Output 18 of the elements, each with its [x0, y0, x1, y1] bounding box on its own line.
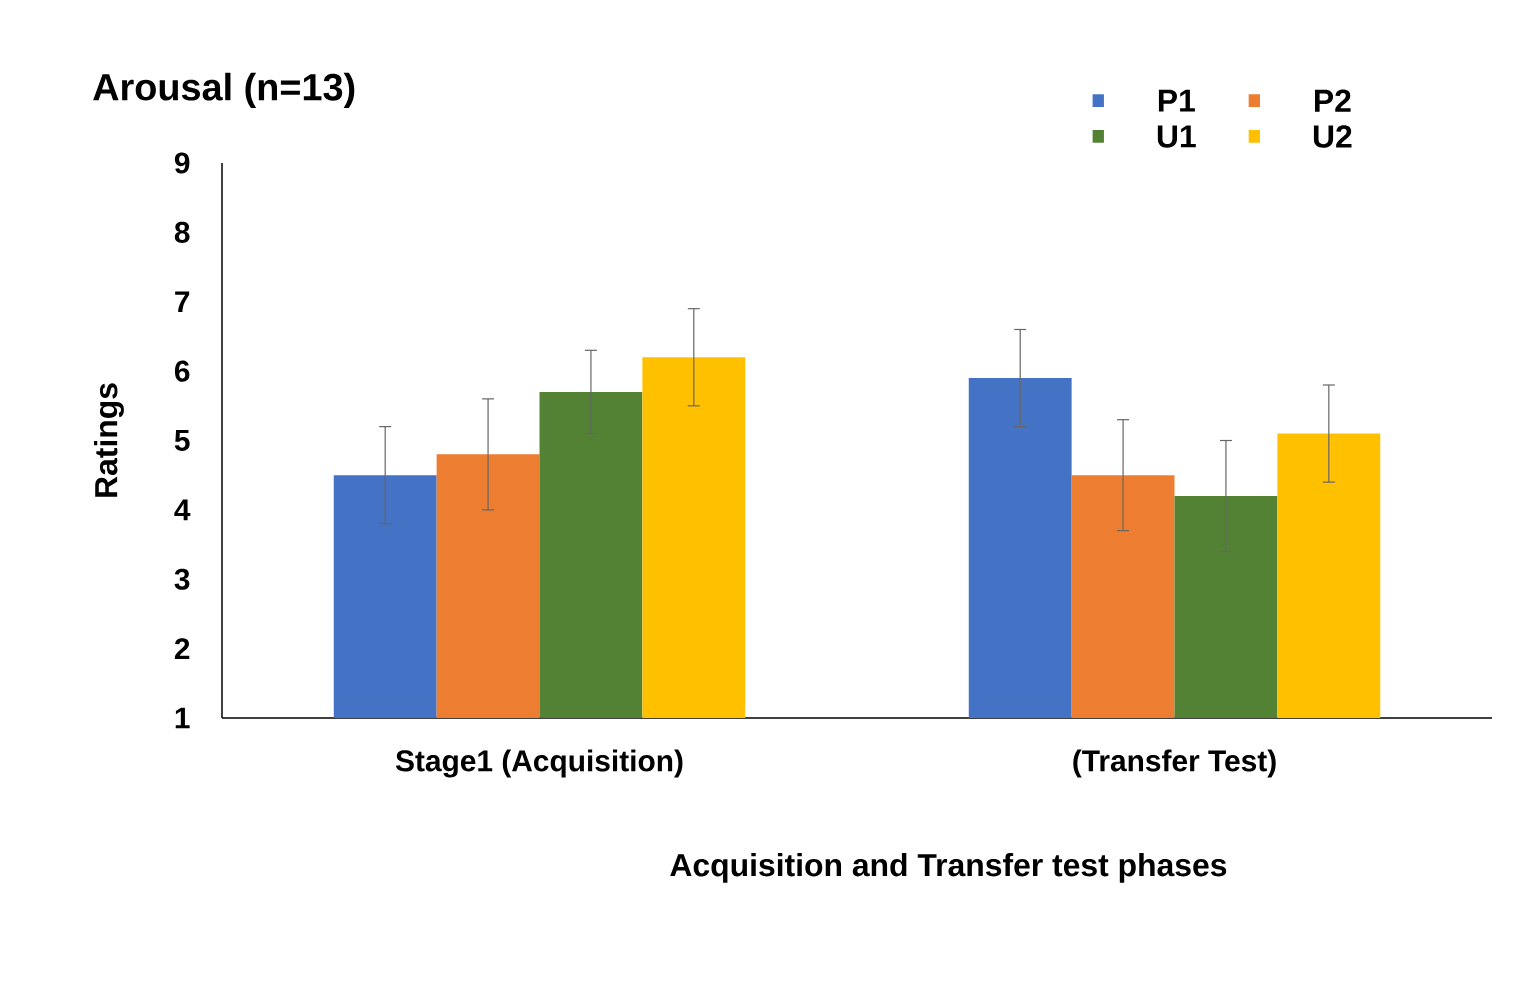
- x-tick-label: Stage1 (Acquisition): [395, 749, 683, 778]
- y-tick-label: 2: [174, 638, 190, 660]
- y-tick-label: 6: [174, 360, 190, 382]
- legend-label: P1: [1158, 89, 1195, 112]
- x-tick-label: (Transfer Test): [1073, 749, 1276, 778]
- y-tick-label: 8: [174, 221, 190, 243]
- legend-label: U1: [1157, 125, 1196, 148]
- y-tick-label: 1: [175, 707, 190, 729]
- y-tick-label: 5: [174, 430, 190, 451]
- y-tick-label: 7: [175, 291, 190, 313]
- y-tick-label: 3: [174, 568, 190, 590]
- y-tick-label: 9: [174, 152, 190, 174]
- y-tick-label: 4: [174, 499, 191, 521]
- chart-title: Arousal (n=13): [93, 72, 355, 109]
- y-axis-title: Ratings: [94, 383, 124, 497]
- x-axis-title: Acquisition and Transfer test phases: [670, 853, 1227, 883]
- legend-label: U2: [1313, 125, 1352, 148]
- legend-label: P2: [1315, 89, 1351, 112]
